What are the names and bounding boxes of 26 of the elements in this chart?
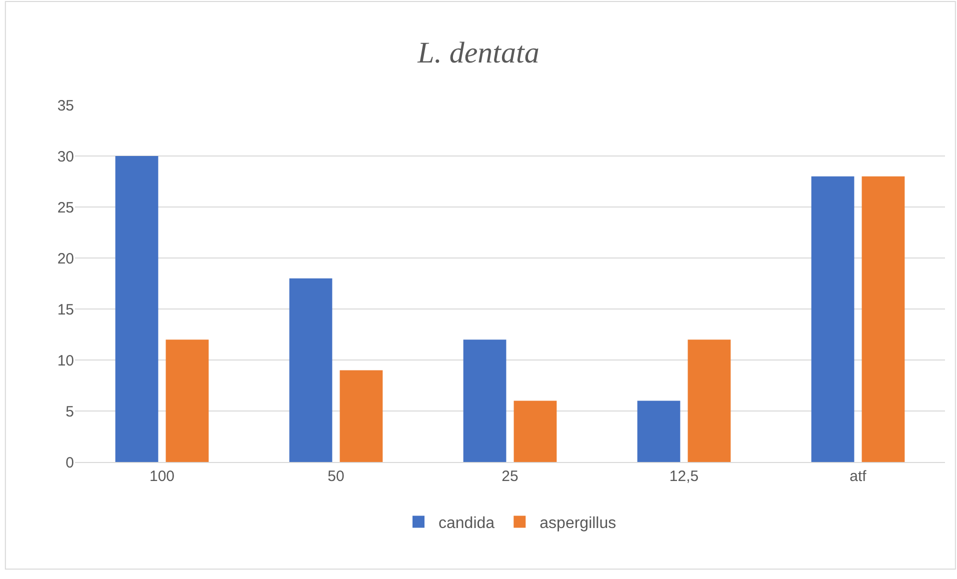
legend-label: aspergillus [540, 514, 616, 532]
chart-title: L. dentata [416, 36, 540, 70]
bar [862, 176, 905, 462]
y-tick-label: 10 [57, 352, 74, 370]
y-tick-label: 15 [57, 301, 74, 318]
y-tick-label: 20 [57, 250, 74, 268]
y-tick-label: 30 [57, 148, 74, 166]
bar [115, 156, 158, 462]
x-tick-label: atf [850, 468, 868, 485]
x-tick-label: 100 [149, 468, 175, 485]
x-tick-label: 25 [502, 468, 518, 485]
y-tick-label: 25 [57, 199, 74, 216]
bar [463, 340, 506, 462]
bar [688, 340, 731, 462]
legend-label: candida [438, 514, 495, 532]
bar [637, 400, 680, 462]
bar [289, 278, 332, 462]
y-tick-label: 5 [66, 403, 74, 420]
bar [166, 340, 209, 462]
y-tick-label: 0 [66, 454, 74, 472]
bar [811, 176, 854, 462]
x-tick-label: 12,5 [669, 468, 699, 485]
bar [340, 370, 383, 462]
y-tick-label: 35 [57, 97, 74, 114]
bar [514, 400, 557, 462]
x-tick-label: 50 [328, 468, 344, 485]
